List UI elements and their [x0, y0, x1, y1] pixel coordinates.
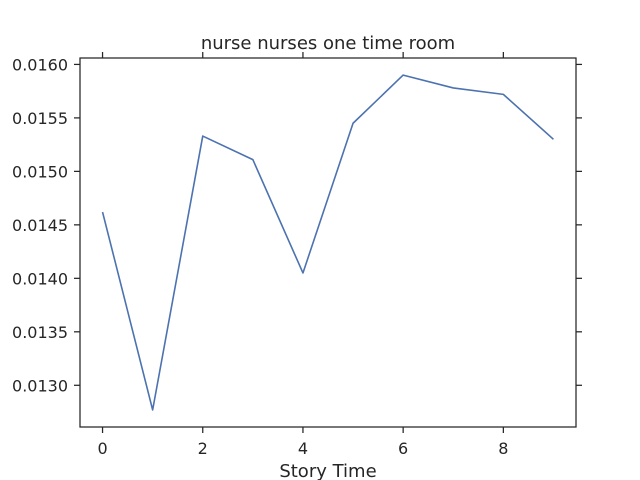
series-line: [101, 74, 554, 411]
y-tick-label: 0.0150: [12, 162, 68, 181]
x-tick-label: 6: [398, 439, 408, 458]
y-tick-label: 0.0140: [12, 269, 68, 288]
x-tick-label: 0: [97, 439, 107, 458]
y-tick-label: 0.0155: [12, 109, 68, 128]
x-tick-label: 4: [298, 439, 308, 458]
plot-frame: [79, 57, 577, 428]
y-tick-label: 0.0145: [12, 216, 68, 235]
x-axis-title: Story Time: [279, 461, 376, 480]
x-tick-label: 8: [498, 439, 508, 458]
y-tick-label: 0.0130: [12, 376, 68, 395]
y-tick-label: 0.0135: [12, 323, 68, 342]
x-tick-label: 2: [198, 439, 208, 458]
chart-title: nurse nurses one time room: [201, 33, 455, 54]
axis-tick-labels: 0 2 4 6 8 0.0130 0.0135 0.0140 0.0145 0.0150 0.015…: [12, 55, 508, 458]
axis-ticks: [74, 52, 582, 433]
y-tick-label: 0.0160: [12, 55, 68, 74]
